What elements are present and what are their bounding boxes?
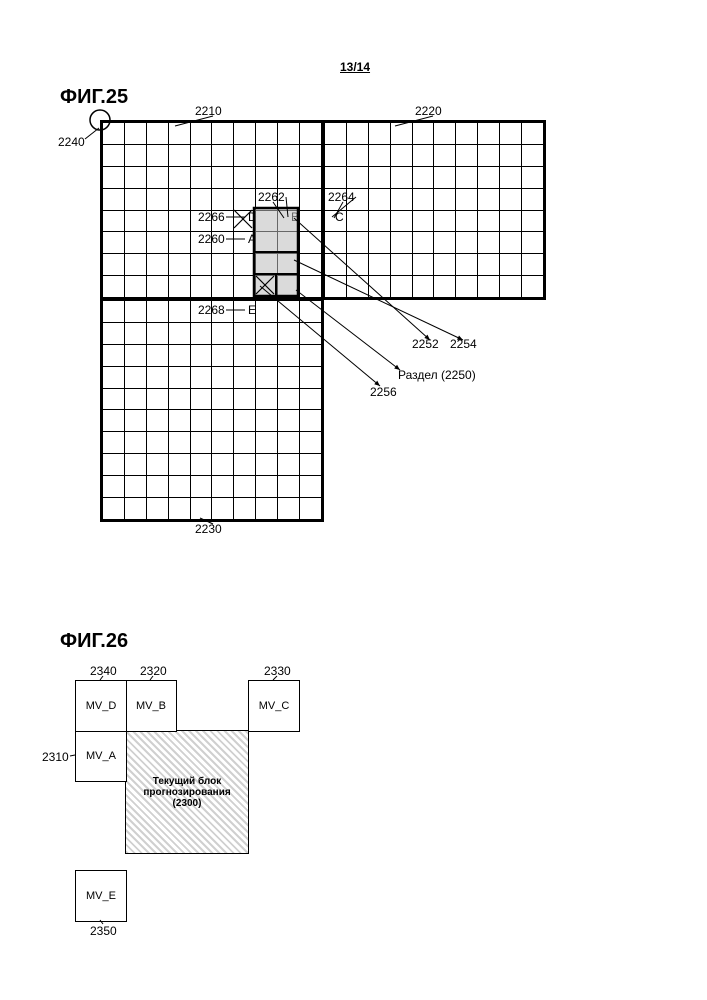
label-2252: 2252 bbox=[412, 337, 439, 351]
letter-B: B bbox=[291, 210, 299, 224]
label-2310: 2310 bbox=[42, 750, 69, 764]
partition-caption: Раздел (2250) bbox=[398, 368, 476, 382]
letter-C: C bbox=[335, 210, 344, 224]
mv-box-2320: MV_B bbox=[125, 680, 177, 732]
label-2330: 2330 bbox=[264, 664, 291, 678]
label-2254: 2254 bbox=[450, 337, 477, 351]
page-number: 13/14 bbox=[340, 60, 370, 74]
mv-box-2310: MV_A bbox=[75, 730, 127, 782]
label-2264: 2264 bbox=[328, 190, 355, 204]
label-2240: 2240 bbox=[58, 135, 85, 149]
grid-block-2220 bbox=[322, 120, 546, 300]
current-prediction-block: Текущий блок прогнозирования (2300) bbox=[125, 730, 249, 854]
label-2230: 2230 bbox=[195, 522, 222, 536]
grid-block-2230 bbox=[100, 298, 324, 522]
fig26-title: ФИГ.26 bbox=[60, 630, 128, 653]
letter-A: A bbox=[248, 232, 256, 246]
label-2320: 2320 bbox=[140, 664, 167, 678]
partition-id: (2250) bbox=[441, 368, 476, 382]
label-2256: 2256 bbox=[370, 385, 397, 399]
label-2340: 2340 bbox=[90, 664, 117, 678]
label-2350: 2350 bbox=[90, 924, 117, 938]
letter-D: D bbox=[248, 210, 257, 224]
label-2210: 2210 bbox=[195, 104, 222, 118]
label-2260: 2260 bbox=[198, 232, 225, 246]
label-2262: 2262 bbox=[258, 190, 285, 204]
label-2268: 2268 bbox=[198, 303, 225, 317]
mv-box-2340: MV_D bbox=[75, 680, 127, 732]
fig25-title: ФИГ.25 bbox=[60, 86, 128, 109]
mv-box-2330: MV_C bbox=[248, 680, 300, 732]
letter-E: E bbox=[248, 303, 256, 317]
mv-box-2350: MV_E bbox=[75, 870, 127, 922]
partition-word: Раздел bbox=[398, 368, 438, 382]
label-2220: 2220 bbox=[415, 104, 442, 118]
label-2266: 2266 bbox=[198, 210, 225, 224]
